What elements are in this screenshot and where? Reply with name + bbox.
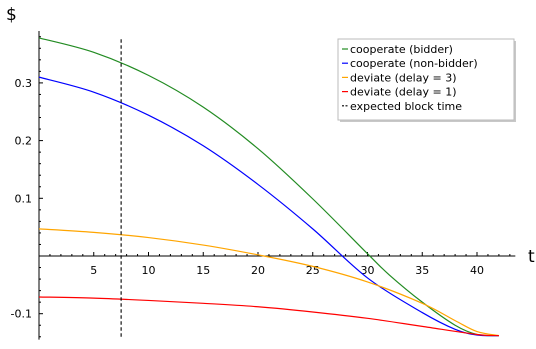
x-tick-label: 40	[470, 264, 484, 277]
legend-label: cooperate (non-bidder)	[350, 57, 478, 70]
x-tick-label: 10	[142, 264, 156, 277]
x-tick-label: 5	[90, 264, 97, 277]
x-tick-label: 30	[361, 264, 375, 277]
x-axis-label: t	[528, 247, 535, 267]
series-line-cooperate-bidder	[38, 37, 499, 337]
y-tick-label: 0.3	[15, 77, 33, 90]
y-tick-label: -0.1	[11, 308, 32, 321]
series-line-cooperate-non-bidder	[38, 76, 499, 337]
x-tick-label: 15	[196, 264, 210, 277]
x-tick-label: 20	[251, 264, 265, 277]
y-axis-label: $	[6, 5, 17, 25]
legend-label: cooperate (bidder)	[350, 43, 453, 56]
series-layer	[38, 36, 500, 337]
legend-label: deviate (delay = 3)	[350, 71, 456, 84]
legend-box	[337, 38, 515, 121]
series-line-deviate-delay-3	[38, 228, 500, 337]
axes: 5 10 15 20 25 30 35 40-0.10.10.20.3	[11, 30, 516, 340]
axis-labels: $ t	[6, 5, 535, 267]
legend: cooperate (bidder)cooperate (non-bidder)…	[337, 38, 516, 122]
legend-label: expected block time	[350, 100, 462, 113]
y-tick-label: 0.1	[15, 192, 33, 205]
y-tick-label: 0.2	[15, 135, 33, 148]
legend-label: deviate (delay = 1)	[350, 86, 456, 99]
x-tick-label: 35	[415, 264, 429, 277]
